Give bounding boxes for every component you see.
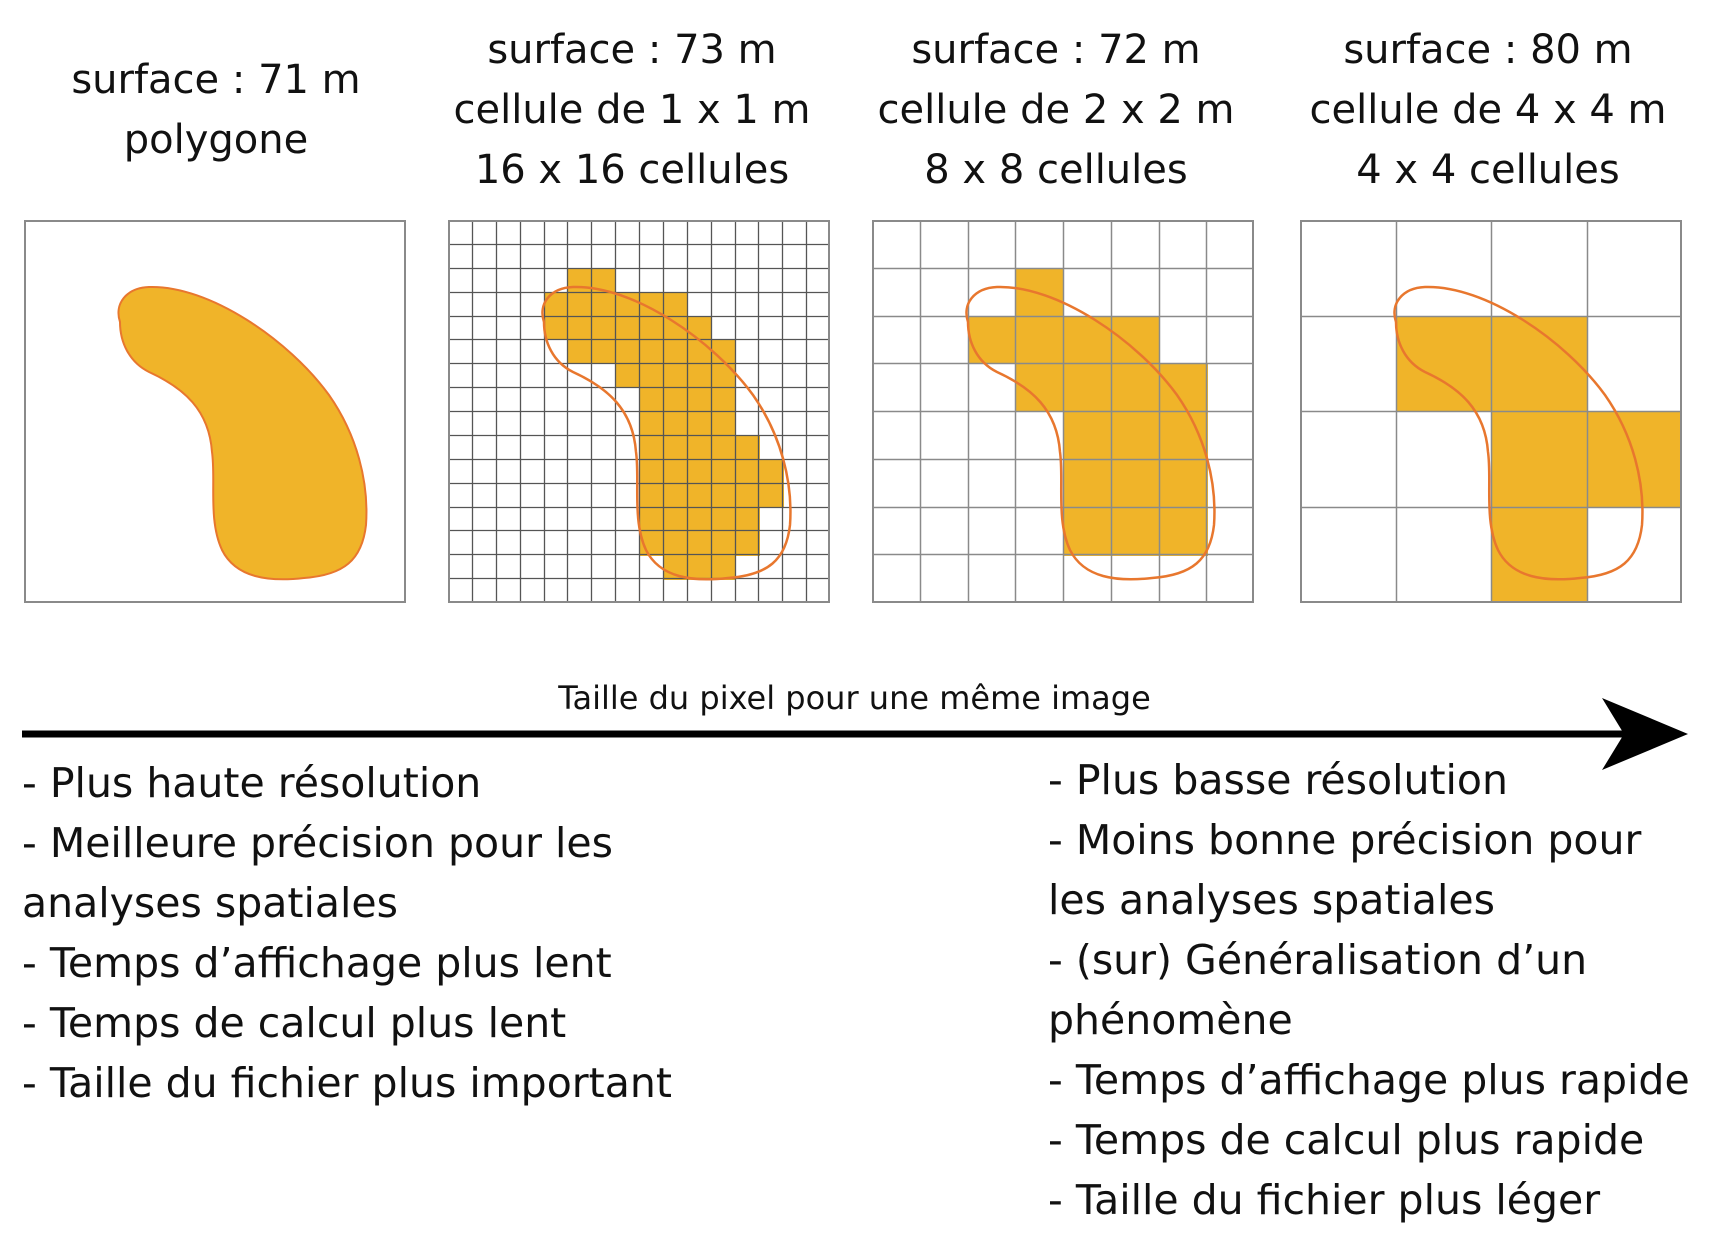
polygon-panel — [24, 220, 406, 603]
list-item: - Temps de calcul plus rapide — [1048, 1116, 1645, 1164]
panel-title-1m: surface : 73 m cellule de 1 x 1 m 16 x 1… — [432, 20, 832, 200]
list-item: - Plus basse résolution — [1048, 756, 1508, 804]
list-item: analyses spatiales — [22, 879, 398, 927]
axis-label: Taille du pixel pour une même image — [558, 679, 1151, 717]
raster-panel-16x16 — [448, 220, 830, 603]
list-item: - Temps d’affichage plus lent — [22, 939, 612, 987]
title-line: 8 x 8 cellules — [924, 147, 1188, 193]
title-line: cellule de 4 x 4 m — [1309, 87, 1667, 133]
pixel-size-arrow — [22, 698, 1688, 770]
polygon-outline — [965, 285, 1216, 581]
list-item: - Plus haute résolution — [22, 759, 482, 807]
polygon-outline — [541, 285, 792, 581]
low-resolution-list: - Plus basse résolution - Moins bonne pr… — [1048, 750, 1690, 1230]
title-line: surface : 72 m — [911, 27, 1201, 73]
list-item: - Temps d’affichage plus rapide — [1048, 1056, 1690, 1104]
raster-panel-8x8 — [872, 220, 1254, 603]
title-line: cellule de 2 x 2 m — [877, 87, 1235, 133]
list-item: les analyses spatiales — [1048, 876, 1495, 924]
list-item: - Temps de calcul plus lent — [22, 999, 567, 1047]
vector-polygon-shape — [117, 285, 368, 581]
grid-lines — [1300, 220, 1682, 603]
list-item: - Taille du fichier plus léger — [1048, 1176, 1601, 1224]
title-line: surface : 73 m — [487, 27, 777, 73]
panel-title-polygon: surface : 71 m polygone — [16, 50, 416, 170]
list-item: - Moins bonne précision pour — [1048, 816, 1642, 864]
grid-lines — [872, 220, 1254, 603]
polygon-outline — [1393, 285, 1644, 581]
high-resolution-list: - Plus haute résolution - Meilleure préc… — [22, 753, 672, 1113]
title-line: cellule de 1 x 1 m — [453, 87, 811, 133]
raster-panel-4x4 — [1300, 220, 1682, 603]
title-line: 16 x 16 cellules — [474, 147, 790, 193]
title-line: polygone — [123, 117, 309, 163]
title-line: surface : 71 m — [71, 57, 361, 103]
title-line: 4 x 4 cellules — [1356, 147, 1620, 193]
list-item: phénomène — [1048, 996, 1293, 1044]
panel-title-4m: surface : 80 m cellule de 4 x 4 m 4 x 4 … — [1288, 20, 1688, 200]
list-item: - Taille du fichier plus important — [22, 1059, 672, 1107]
title-line: surface : 80 m — [1343, 27, 1633, 73]
list-item: - Meilleure précision pour les — [22, 819, 613, 867]
list-item: - (sur) Généralisation d’un — [1048, 936, 1588, 984]
panel-title-2m: surface : 72 m cellule de 2 x 2 m 8 x 8 … — [856, 20, 1256, 200]
